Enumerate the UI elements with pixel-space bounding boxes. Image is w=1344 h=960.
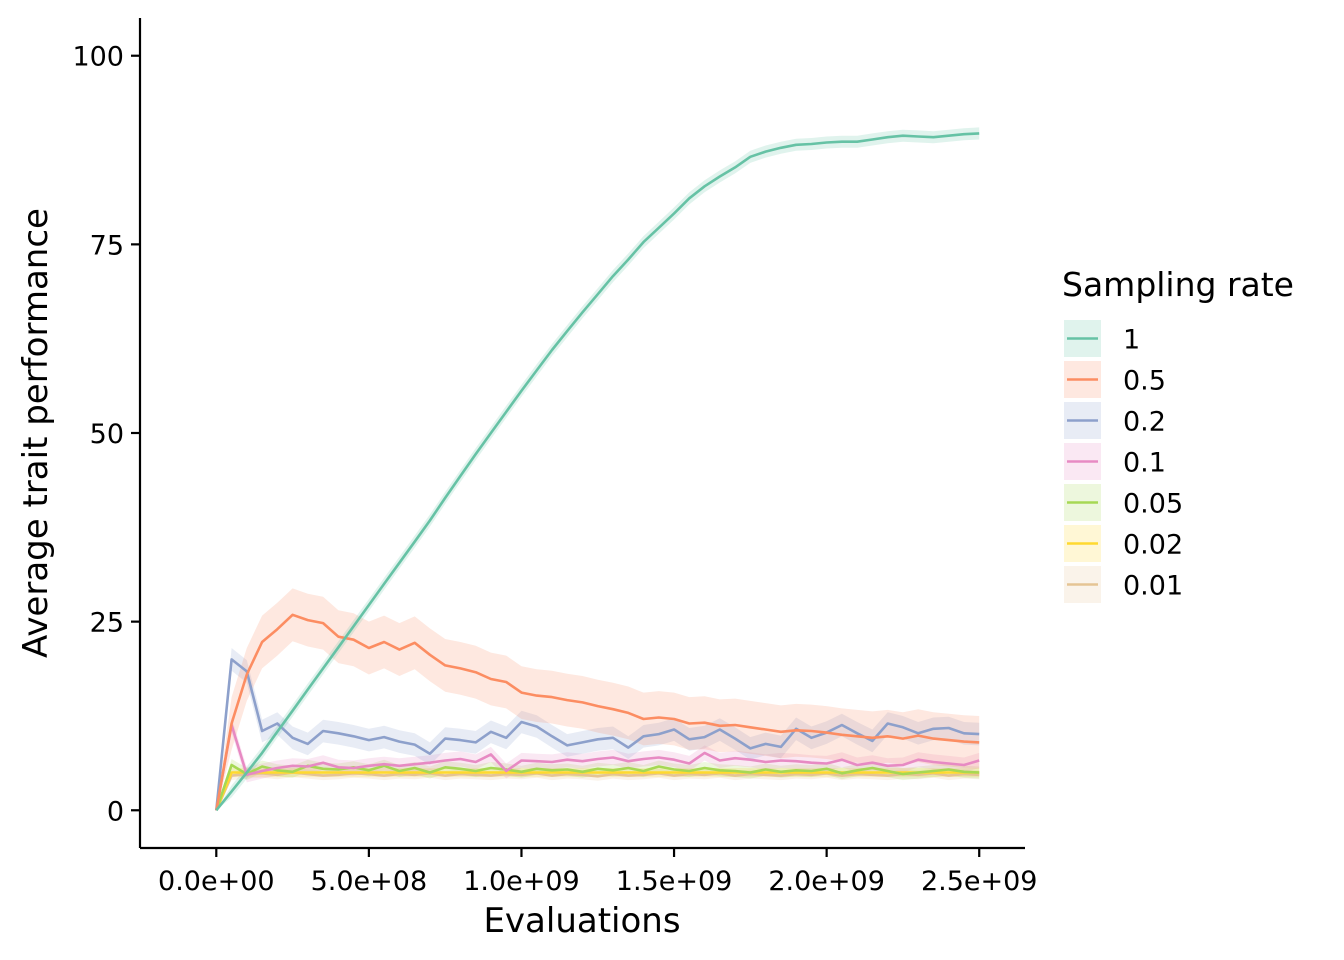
series-line-0-1 — [215, 723, 980, 811]
legend-label-1: 1 — [1123, 325, 1140, 356]
legend-label-0-01: 0.01 — [1123, 571, 1183, 602]
legend-label-0-05: 0.05 — [1123, 489, 1183, 520]
legend-label-0-1: 0.1 — [1123, 448, 1166, 479]
band-0-01 — [216, 768, 980, 811]
y-ticks: 0 25 50 75 100 — [72, 42, 140, 827]
series-line-0-5 — [215, 613, 980, 811]
x-tick-label: 1.5e+09 — [616, 866, 733, 897]
series-line-0-01 — [215, 771, 980, 811]
legend-label-0-2: 0.2 — [1123, 407, 1166, 438]
y-tick-label: 100 — [72, 42, 124, 73]
legend-label-0-5: 0.5 — [1123, 366, 1166, 397]
legend-label-0-02: 0.02 — [1123, 530, 1183, 561]
x-tick-label: 1.0e+09 — [463, 866, 580, 897]
legend-item-0-1: 0.1 — [1064, 443, 1166, 480]
legend-item-0-2: 0.2 — [1064, 402, 1166, 439]
x-axis-title: Evaluations — [483, 901, 680, 941]
y-tick-label: 50 — [90, 419, 124, 450]
legend-item-0-02: 0.02 — [1064, 525, 1183, 562]
legend-item-1: 1 — [1064, 320, 1140, 357]
legend-item-0-05: 0.05 — [1064, 484, 1183, 521]
legend-title: Sampling rate — [1062, 265, 1294, 304]
series-line-0-2 — [215, 658, 980, 811]
y-tick-label: 0 — [107, 796, 124, 827]
y-tick-label: 25 — [90, 608, 124, 639]
x-tick-label: 0.0e+00 — [158, 866, 275, 897]
legend-item-0-5: 0.5 — [1064, 361, 1166, 398]
x-ticks: 0.0e+00 5.0e+08 1.0e+09 1.5e+09 2.0e+09 2.5e+… — [158, 848, 1037, 897]
x-tick-label: 2.0e+09 — [768, 866, 885, 897]
series-lines — [215, 132, 980, 812]
x-tick-label: 2.5e+09 — [921, 866, 1038, 897]
x-tick-label: 5.0e+08 — [311, 866, 428, 897]
legend: Sampling rate 1 0.5 0.2 0.1 0.05 0.02 0.01 — [1062, 265, 1294, 603]
series-line-1 — [215, 132, 980, 812]
y-axis-title: Average trait performance — [16, 208, 56, 658]
legend-item-0-01: 0.01 — [1064, 566, 1183, 603]
band-0-1 — [216, 717, 980, 811]
band-0-5 — [216, 588, 980, 811]
y-tick-label: 75 — [90, 230, 124, 261]
band-0-2 — [216, 648, 980, 811]
confidence-bands — [216, 127, 980, 811]
